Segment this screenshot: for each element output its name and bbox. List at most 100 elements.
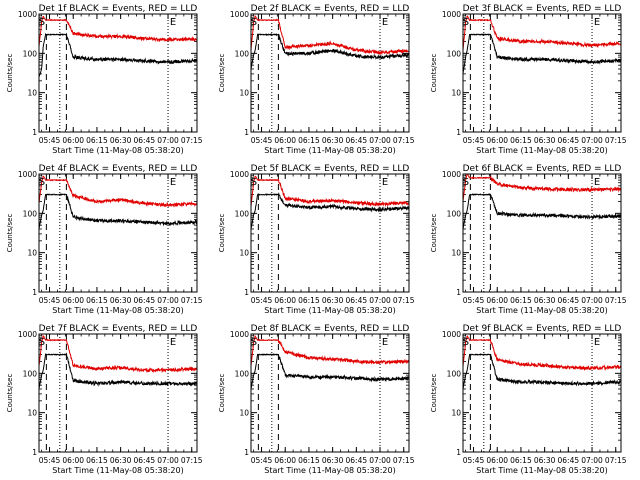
x-tick-label: 06:45 [346, 296, 368, 305]
panel-title: Det 2f BLACK = Events, RED = LLD [251, 4, 410, 14]
y-ticks: 1 10 100 1000 [18, 10, 197, 137]
y-tick-label: 100 [235, 369, 250, 378]
events-series-line [38, 352, 198, 389]
y-axis-label: Counts/sec [218, 54, 226, 93]
x-tick-label: 06:30 [534, 456, 556, 465]
plot-frame [462, 333, 622, 453]
y-axis-label: Counts/sec [430, 374, 438, 413]
y-tick-label: 100 [235, 49, 250, 58]
start-marker-label: S [251, 337, 257, 348]
lld-series-line [38, 15, 198, 47]
y-tick-label: 100 [23, 49, 38, 58]
x-tick-label: 06:45 [134, 456, 156, 465]
x-tick-label: 06:00 [486, 456, 508, 465]
panel-det-1: Det 1f BLACK = Events, RED = LLD Counts/s… [6, 4, 203, 155]
x-tick-label: 06:15 [510, 136, 532, 145]
y-ticks: 1 10 100 1000 [442, 10, 621, 137]
end-marker-label: E [594, 17, 600, 28]
y-tick-label: 1 [244, 128, 249, 137]
x-tick-label: 06:30 [322, 136, 344, 145]
x-axis-label: Start Time (11-May-08 05:38:20) [264, 146, 395, 155]
panel-title: Det 1f BLACK = Events, RED = LLD [39, 4, 198, 14]
x-tick-label: 07:15 [181, 456, 203, 465]
lld-series-line [38, 175, 198, 208]
x-tick-label: 06:15 [86, 456, 108, 465]
x-ticks: 05:45 06:00 06:15 06:30 06:45 07:00 07:15 [463, 334, 627, 465]
y-tick-label: 10 [27, 89, 37, 98]
y-tick-label: 1000 [18, 330, 37, 339]
end-marker-label: E [170, 17, 176, 28]
x-tick-label: 06:00 [486, 296, 508, 305]
x-tick-label: 06:30 [322, 456, 344, 465]
x-axis-label: Start Time (11-May-08 05:38:20) [52, 306, 183, 315]
x-tick-label: 05:45 [251, 456, 273, 465]
x-tick-label: 05:45 [251, 136, 273, 145]
y-tick-label: 100 [447, 49, 462, 58]
y-tick-label: 1 [456, 448, 461, 457]
x-tick-label: 06:30 [322, 296, 344, 305]
y-tick-label: 100 [447, 209, 462, 218]
panel-title: Det 8f BLACK = Events, RED = LLD [251, 324, 410, 334]
y-tick-label: 100 [23, 369, 38, 378]
y-axis-label: Counts/sec [6, 214, 14, 253]
y-tick-label: 1000 [230, 170, 249, 179]
lld-series-line [462, 15, 622, 51]
x-tick-label: 07:00 [369, 136, 391, 145]
y-tick-label: 10 [239, 89, 249, 98]
x-tick-label: 07:15 [393, 296, 415, 305]
y-axis-label: Counts/sec [218, 214, 226, 253]
x-axis-label: Start Time (11-May-08 05:38:20) [476, 306, 607, 315]
x-tick-label: 06:15 [510, 456, 532, 465]
x-tick-label: 07:00 [157, 136, 179, 145]
x-tick-label: 05:45 [463, 456, 485, 465]
x-tick-label: 06:00 [274, 136, 296, 145]
end-marker-label: E [382, 177, 388, 188]
x-tick-label: 05:45 [39, 296, 61, 305]
start-marker-label: S [39, 177, 45, 188]
start-marker-label: S [39, 17, 45, 28]
panel-title: Det 7f BLACK = Events, RED = LLD [39, 324, 198, 334]
y-ticks: 1 10 100 1000 [18, 170, 197, 297]
y-axis-label: Counts/sec [430, 54, 438, 93]
x-tick-label: 05:45 [251, 296, 273, 305]
x-tick-label: 05:45 [463, 296, 485, 305]
y-tick-label: 10 [451, 409, 461, 418]
y-tick-label: 1 [32, 288, 37, 297]
y-tick-label: 1 [32, 128, 37, 137]
panel-title: Det 9f BLACK = Events, RED = LLD [463, 324, 622, 334]
start-marker-label: S [39, 337, 45, 348]
panel-title: Det 3f BLACK = Events, RED = LLD [463, 4, 622, 14]
lld-series-line [462, 173, 622, 202]
y-tick-label: 1000 [442, 330, 461, 339]
y-ticks: 1 10 100 1000 [18, 330, 197, 457]
y-tick-label: 1000 [18, 170, 37, 179]
y-tick-label: 100 [235, 209, 250, 218]
x-tick-label: 06:00 [62, 456, 84, 465]
y-tick-label: 10 [451, 249, 461, 258]
x-tick-label: 06:00 [62, 296, 84, 305]
y-tick-label: 1 [244, 448, 249, 457]
x-tick-label: 06:45 [134, 296, 156, 305]
panel-det-7: Det 7f BLACK = Events, RED = LLD Counts/s… [6, 324, 203, 475]
lld-series-line [250, 175, 410, 208]
x-axis-label: Start Time (11-May-08 05:38:20) [264, 466, 395, 475]
y-tick-label: 1000 [230, 330, 249, 339]
x-axis-label: Start Time (11-May-08 05:38:20) [476, 146, 607, 155]
x-axis-label: Start Time (11-May-08 05:38:20) [52, 146, 183, 155]
panel-det-6: Det 6f BLACK = Events, RED = LLD Counts/s… [430, 164, 627, 315]
events-series-line [250, 192, 410, 230]
x-tick-label: 06:45 [558, 296, 580, 305]
x-tick-label: 07:15 [393, 136, 415, 145]
x-ticks: 05:45 06:00 06:15 06:30 06:45 07:00 07:15 [251, 14, 415, 145]
x-tick-label: 06:45 [558, 456, 580, 465]
y-tick-label: 10 [451, 89, 461, 98]
y-tick-label: 10 [27, 249, 37, 258]
panel-det-3: Det 3f BLACK = Events, RED = LLD Counts/s… [430, 4, 627, 155]
x-tick-label: 06:45 [346, 136, 368, 145]
y-ticks: 1 10 100 1000 [230, 330, 409, 457]
x-tick-label: 06:45 [346, 456, 368, 465]
x-tick-label: 05:45 [39, 136, 61, 145]
events-series-line [462, 193, 622, 230]
plot-frame [250, 333, 410, 453]
y-axis-label: Counts/sec [6, 374, 14, 413]
